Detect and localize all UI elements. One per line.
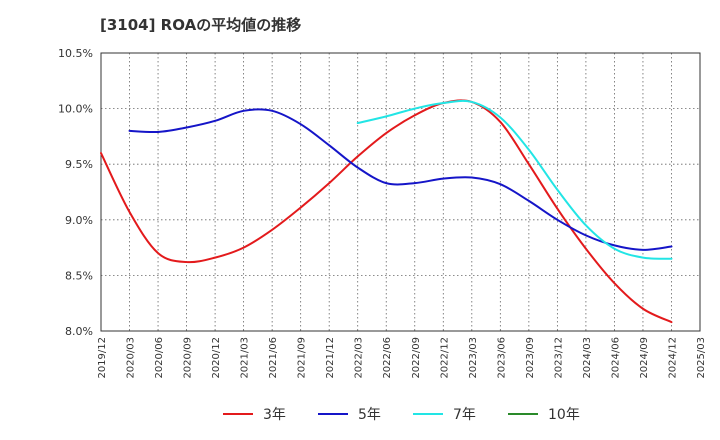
legend-label-1: 3年 — [263, 407, 286, 423]
y-tick-label: 8.5% — [65, 269, 93, 282]
x-tick-label: 2023/03 — [468, 337, 479, 379]
series-line-1 — [100, 99, 673, 324]
y-tick-label: 9.0% — [65, 214, 93, 227]
grid — [100, 52, 701, 332]
x-tick-label: 2020/12 — [211, 337, 222, 379]
x-tick-label: 2023/09 — [525, 337, 536, 379]
series-line-3 — [356, 99, 673, 260]
y-tick-label: 8.0% — [65, 325, 93, 338]
x-tick-label: 2023/06 — [496, 337, 507, 379]
legend: 3年 5年 7年 10年 — [223, 407, 580, 423]
x-tick-label: 2020/03 — [126, 337, 137, 379]
series-lines — [100, 99, 673, 324]
y-tick-label: 10.5% — [58, 47, 93, 60]
x-tick-label: 2024/09 — [639, 337, 650, 379]
x-tick-label: 2020/09 — [183, 337, 194, 379]
x-tick-label: 2019/12 — [97, 337, 108, 379]
x-tick-label: 2024/03 — [582, 337, 593, 379]
x-tick-label: 2024/06 — [610, 337, 621, 379]
legend-label-3: 7年 — [453, 407, 476, 423]
series-line-2 — [128, 108, 673, 251]
plot-area-border — [100, 52, 701, 332]
x-tick-label: 2024/12 — [667, 337, 678, 379]
axes: 8.0% 8.5% 9.0% 9.5% 10.0% 10.5% 2019/12 2020/03… — [58, 47, 707, 379]
x-tick-label: 2022/03 — [354, 337, 365, 379]
x-tick-label: 2021/09 — [297, 337, 308, 379]
x-tick-label: 2022/06 — [382, 337, 393, 379]
x-tick-label: 2022/09 — [411, 337, 422, 379]
y-tick-label: 9.5% — [65, 158, 93, 171]
x-tick-label: 2023/12 — [553, 337, 564, 379]
x-tick-label: 2021/06 — [268, 337, 279, 379]
x-tick-label: 2025/03 — [696, 337, 707, 379]
legend-label-2: 5年 — [358, 407, 381, 423]
x-tick-label: 2021/03 — [240, 337, 251, 379]
y-tick-label: 10.0% — [58, 103, 93, 116]
legend-label-4: 10年 — [548, 407, 580, 423]
x-tick-label: 2022/12 — [439, 337, 450, 379]
x-tick-label: 2021/12 — [325, 337, 336, 379]
x-tick-label: 2020/06 — [154, 337, 165, 379]
chart-title: [3104] ROAの平均値の推移 — [100, 16, 302, 34]
